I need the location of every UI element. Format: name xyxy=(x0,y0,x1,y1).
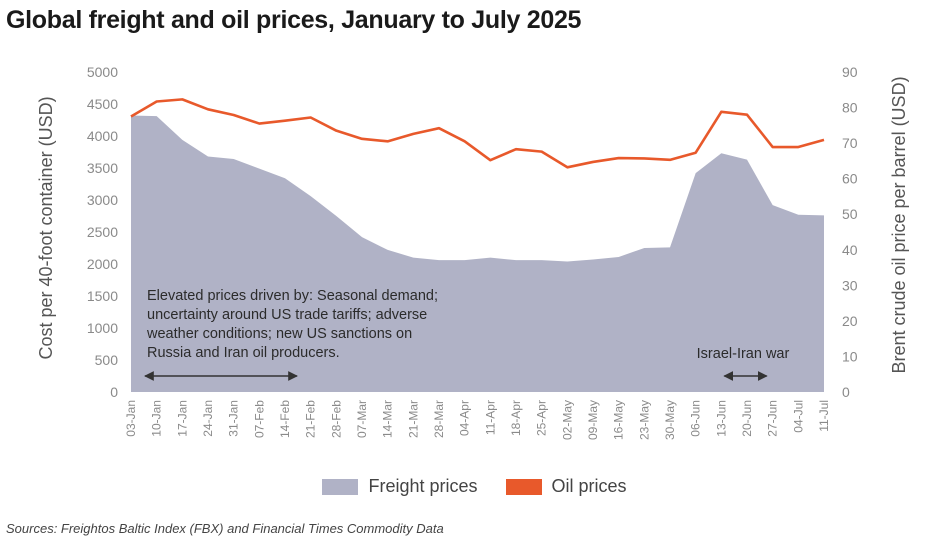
y-tick-left: 500 xyxy=(95,352,119,368)
x-tick: 21-Feb xyxy=(304,400,318,438)
right-axis-ticks: 0 10 20 30 40 50 60 70 80 90 xyxy=(842,64,858,400)
oil-line-layer xyxy=(130,98,825,169)
legend-label-freight: Freight prices xyxy=(368,476,478,496)
freight-area xyxy=(131,115,824,393)
x-tick: 07-Mar xyxy=(355,400,369,438)
y-tick-right: 70 xyxy=(842,135,858,151)
x-tick: 06-Jun xyxy=(689,400,703,437)
y-tick-right: 0 xyxy=(842,384,850,400)
x-tick: 11-Jul xyxy=(817,400,831,432)
y-tick-right: 30 xyxy=(842,277,858,293)
y-tick-right: 40 xyxy=(842,242,858,258)
y-tick-left: 2000 xyxy=(87,256,118,272)
y-axis-label-right: Brent crude oil price per barrel (USD) xyxy=(889,76,909,373)
legend-item-oil: Oil prices xyxy=(505,476,627,497)
x-tick: 16-May xyxy=(612,400,626,440)
x-tick: 17-Jan xyxy=(175,400,189,437)
x-tick: 09-May xyxy=(586,400,600,440)
annotation-text-line: Elevated prices driven by: Seasonal dema… xyxy=(147,288,438,304)
x-tick: 11-Apr xyxy=(483,400,497,435)
annotation-text-israel-iran: Israel-Iran war xyxy=(697,346,790,362)
y-tick-right: 60 xyxy=(842,171,858,187)
y-tick-right: 90 xyxy=(842,64,858,80)
y-tick-left: 4500 xyxy=(87,96,118,112)
y-tick-left: 4000 xyxy=(87,128,118,144)
y-tick-left: 2500 xyxy=(87,224,118,240)
annotation-text-line: Russia and Iran oil producers. xyxy=(147,345,340,361)
freight-area-layer xyxy=(131,115,824,393)
x-axis-ticks: 03-Jan 10-Jan 17-Jan 24-Jan 31-Jan 07-Feb 14-F… xyxy=(124,400,831,440)
left-axis-ticks: 0 500 1000 1500 2000 2500 3000 3500 4000 4500 5000 xyxy=(87,64,118,400)
annotation-text-line: uncertainty around US trade tariffs; adv… xyxy=(147,307,427,323)
y-tick-left: 5000 xyxy=(87,64,118,80)
x-tick: 24-Jan xyxy=(201,400,215,437)
annotations: Elevated prices driven by: Seasonal dema… xyxy=(144,288,790,381)
legend: Freight prices Oil prices xyxy=(0,476,949,497)
annotation-text-line: weather conditions; new US sanctions on xyxy=(146,326,412,342)
x-tick: 04-Jul xyxy=(791,400,805,433)
x-tick: 07-Feb xyxy=(252,400,266,438)
chart: 0500100015002000250030003500400045005000… xyxy=(36,64,909,440)
legend-item-freight: Freight prices xyxy=(322,476,478,497)
source-note: Sources: Freightos Baltic Index (FBX) an… xyxy=(6,521,444,536)
y-tick-left: 0 xyxy=(110,384,118,400)
oil-swatch xyxy=(505,478,542,495)
x-tick: 31-Jan xyxy=(227,400,241,437)
x-tick: 10-Jan xyxy=(150,400,164,437)
y-tick-right: 20 xyxy=(842,313,858,329)
freight-swatch xyxy=(322,478,359,495)
x-tick: 28-Feb xyxy=(329,400,343,438)
x-tick: 18-Apr xyxy=(509,400,523,436)
y-tick-left: 1000 xyxy=(87,320,118,336)
x-tick: 28-Mar xyxy=(432,400,446,438)
x-tick: 20-Jun xyxy=(740,400,754,437)
x-tick: 27-Jun xyxy=(766,400,780,437)
y-tick-right: 80 xyxy=(842,100,858,116)
y-tick-right: 50 xyxy=(842,206,858,222)
oil-line xyxy=(130,98,825,169)
x-tick: 02-May xyxy=(560,400,574,440)
x-tick: 14-Mar xyxy=(381,400,395,438)
x-tick: 04-Apr xyxy=(458,400,472,436)
x-tick: 13-Jun xyxy=(714,400,728,437)
legend-label-oil: Oil prices xyxy=(551,476,627,496)
x-tick: 30-May xyxy=(663,400,677,440)
x-tick: 21-Mar xyxy=(406,400,420,438)
y-tick-right: 10 xyxy=(842,348,858,364)
y-tick-left: 1500 xyxy=(87,288,118,304)
chart-title: Global freight and oil prices, January t… xyxy=(6,6,582,34)
x-tick: 25-Apr xyxy=(535,400,549,436)
y-axis-label-left: Cost per 40-foot container (USD) xyxy=(36,96,56,359)
x-tick: 23-May xyxy=(637,400,651,440)
y-tick-left: 3500 xyxy=(87,160,118,176)
y-tick-left: 3000 xyxy=(87,192,118,208)
x-tick: 03-Jan xyxy=(124,400,138,437)
x-tick: 14-Feb xyxy=(278,400,292,438)
